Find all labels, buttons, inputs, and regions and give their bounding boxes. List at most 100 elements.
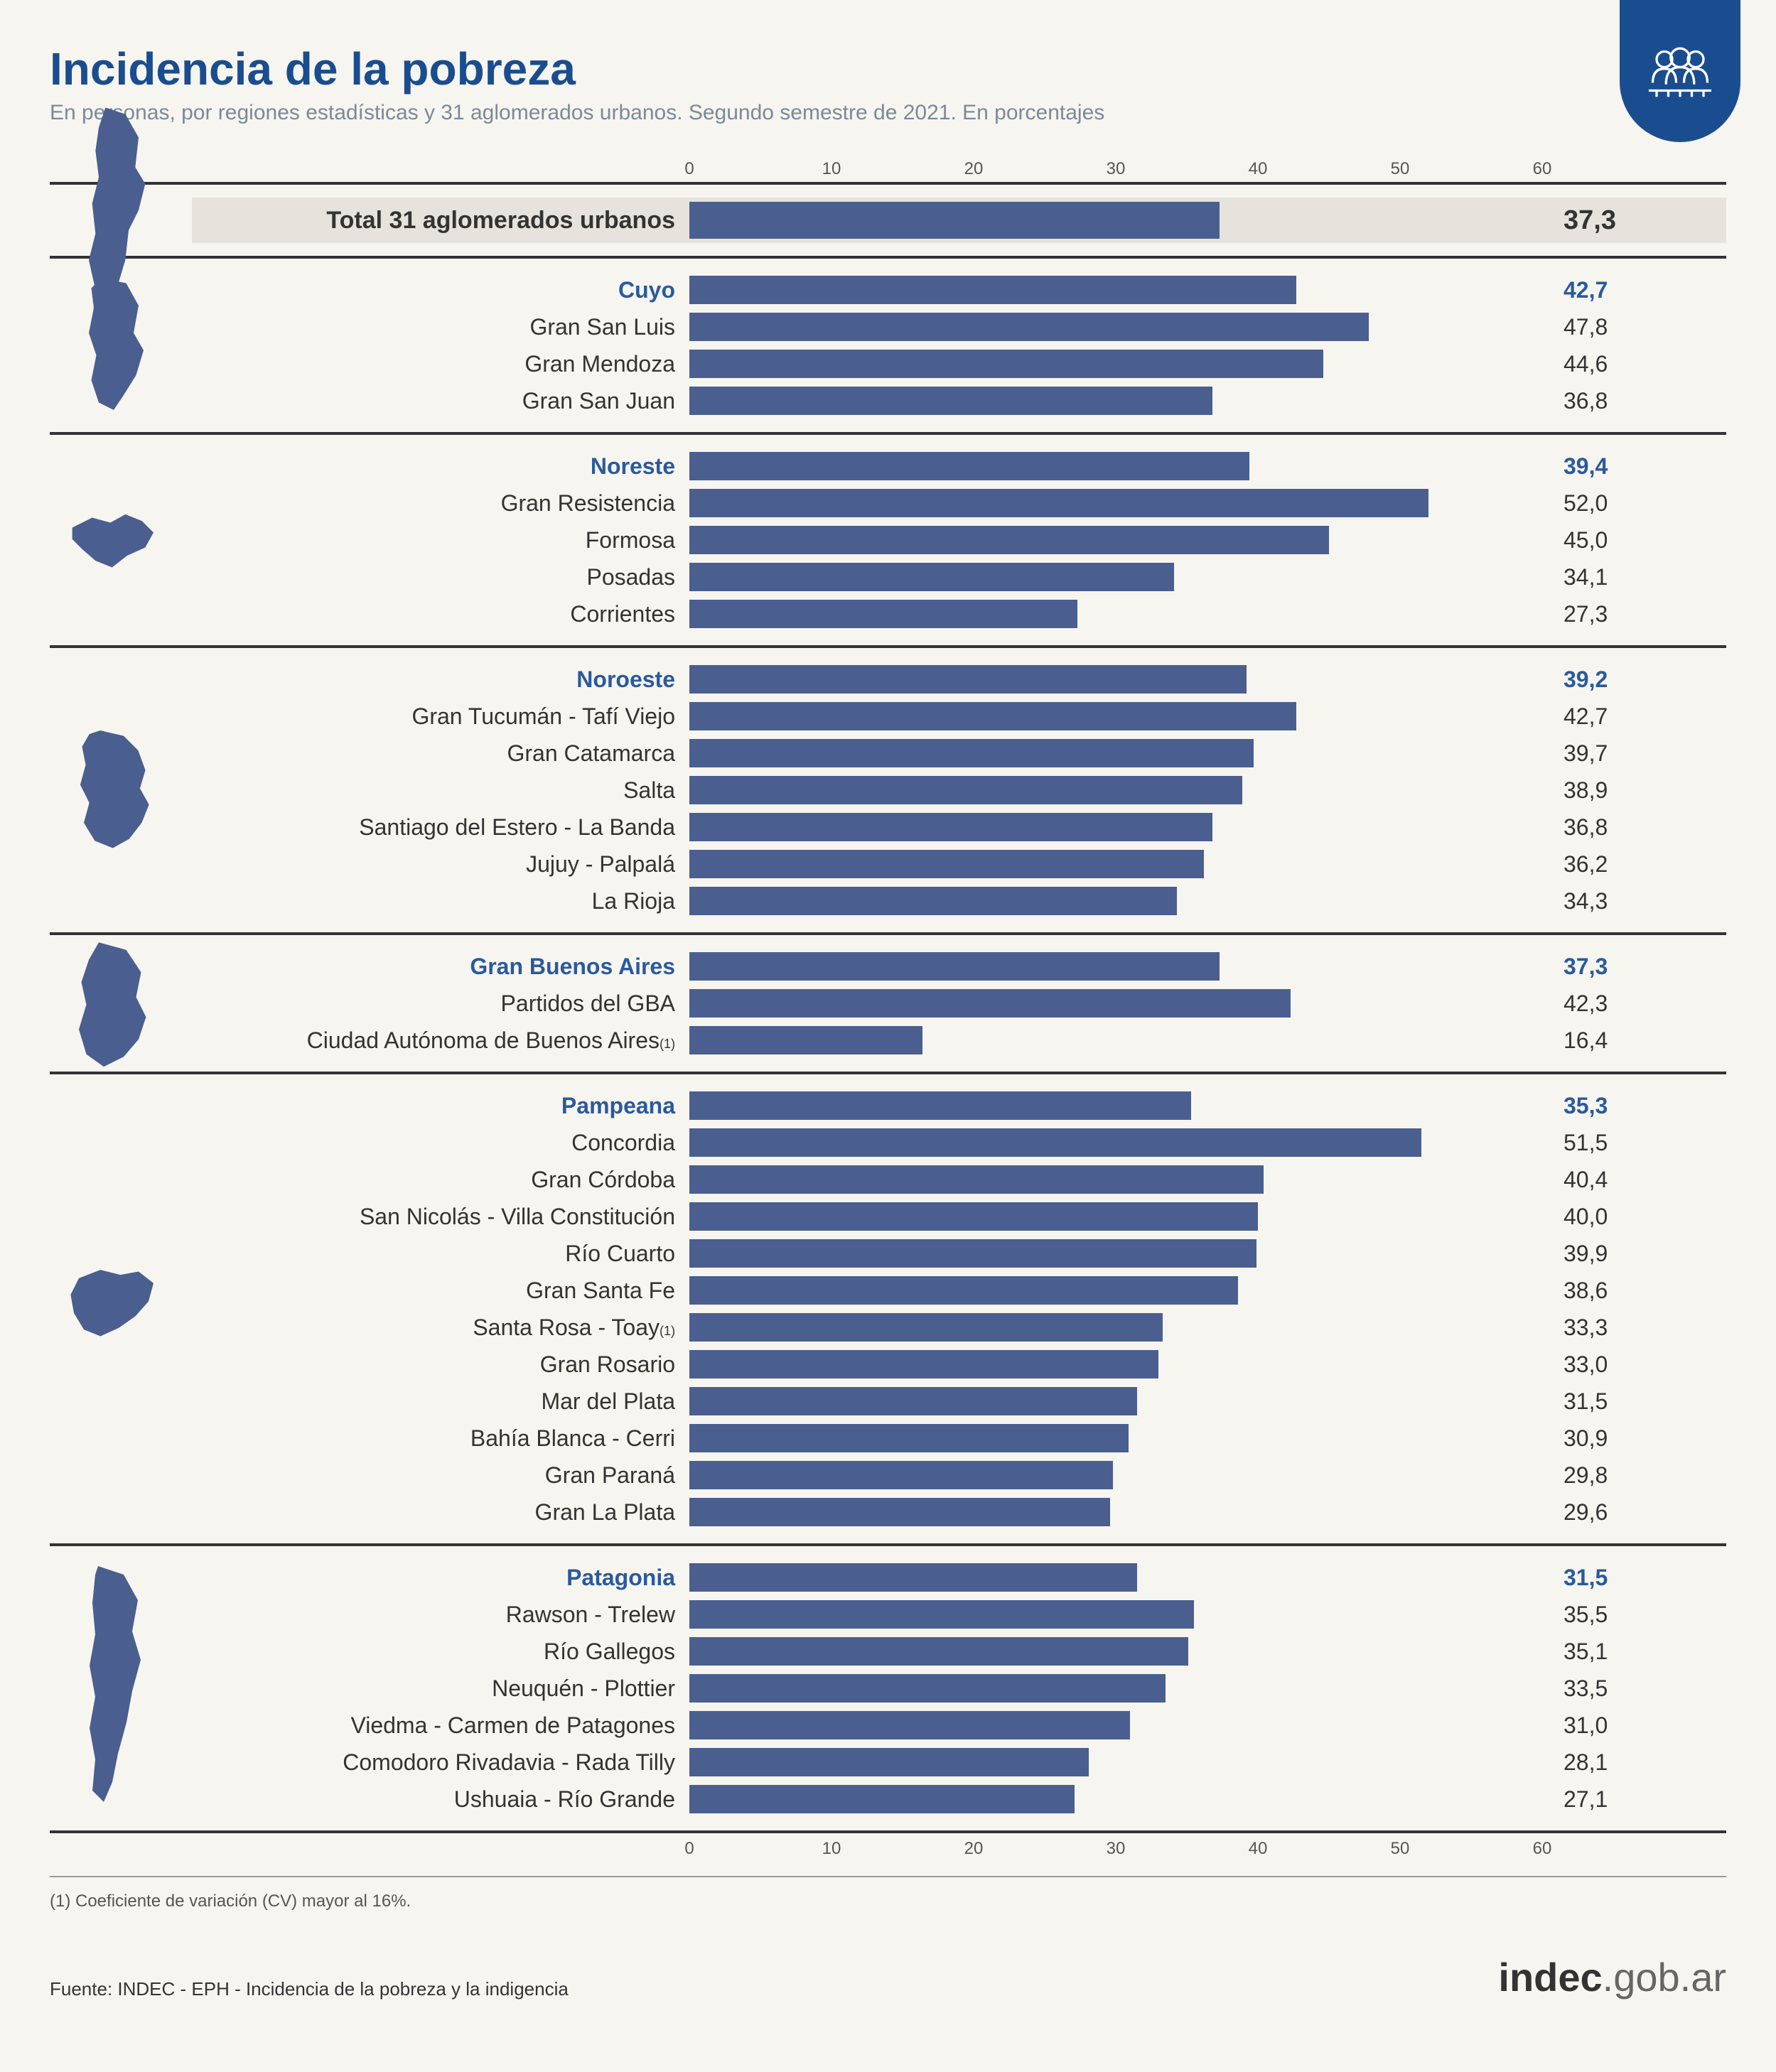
data-row: La Rioja 34,3 <box>192 883 1726 919</box>
data-row: Ciudad Autónoma de Buenos Aires(1)16,4 <box>192 1022 1726 1059</box>
row-value: 36,8 <box>1542 814 1670 841</box>
row-value: 44,6 <box>1542 351 1670 377</box>
data-row: San Nicolás - Villa Constitución 40,0 <box>192 1198 1726 1235</box>
data-row: Posadas34,1 <box>192 559 1726 595</box>
data-row: Gran Córdoba 40,4 <box>192 1161 1726 1198</box>
row-label: Comodoro Rivadavia - Rada Tilly <box>192 1749 689 1776</box>
map-region-icon <box>50 271 178 420</box>
region-row: Cuyo42,7 <box>192 271 1726 308</box>
data-row: Río Cuarto39,9 <box>192 1235 1726 1272</box>
row-label: Ushuaia - Río Grande <box>192 1786 689 1813</box>
page-title: Incidencia de la pobreza <box>50 43 1726 95</box>
data-row: Bahía Blanca - Cerri30,9 <box>192 1420 1726 1457</box>
row-bar <box>689 1239 1256 1268</box>
row-bar <box>689 1600 1194 1629</box>
row-bar <box>689 1350 1158 1378</box>
row-label: Santa Rosa - Toay(1) <box>192 1315 689 1341</box>
data-row: Ushuaia - Río Grande27,1 <box>192 1781 1726 1818</box>
row-label: San Nicolás - Villa Constitución <box>192 1204 689 1230</box>
group-noreste: Noreste39,4Gran Resistencia52,0Formosa45… <box>50 435 1726 648</box>
group-total: Total 31 aglomerados urbanos 37,3 <box>50 182 1726 259</box>
row-label: Corrientes <box>192 601 689 627</box>
row-label: Gran Rosario <box>192 1351 689 1378</box>
row-value: 40,4 <box>1542 1167 1670 1193</box>
data-row: Gran Paraná29,8 <box>192 1457 1726 1494</box>
row-value: 28,1 <box>1542 1749 1670 1776</box>
row-label: Mar del Plata <box>192 1388 689 1415</box>
row-value: 29,6 <box>1542 1499 1670 1526</box>
row-value: 34,3 <box>1542 888 1670 914</box>
row-label: La Rioja <box>192 888 689 914</box>
row-bar <box>689 1026 922 1054</box>
row-label: Santiago del Estero - La Banda <box>192 814 689 841</box>
data-row: Gran Santa Fe 38,6 <box>192 1272 1726 1309</box>
row-bar <box>689 850 1204 878</box>
data-row: Rawson - Trelew35,5 <box>192 1596 1726 1633</box>
logo-light: .gob.ar <box>1603 1955 1726 2000</box>
data-row: Gran Catamarca39,7 <box>192 735 1726 772</box>
row-label: Gran Santa Fe <box>192 1278 689 1304</box>
row-bar <box>689 887 1177 915</box>
row-value: 27,3 <box>1542 601 1670 627</box>
row-label: Gran Córdoba <box>192 1167 689 1193</box>
row-label: Partidos del GBA <box>192 991 689 1017</box>
row-bar <box>689 600 1077 628</box>
footnote: (1) Coeficiente de variación (CV) mayor … <box>50 1876 1726 1911</box>
row-bar <box>689 350 1323 378</box>
row-bar <box>689 1165 1264 1194</box>
row-label: Bahía Blanca - Cerri <box>192 1425 689 1452</box>
row-value: 42,3 <box>1542 991 1670 1017</box>
row-value: 42,7 <box>1542 703 1670 730</box>
row-bar <box>689 1202 1258 1231</box>
row-total: Total 31 aglomerados urbanos 37,3 <box>192 198 1726 243</box>
region-label: Pampeana <box>192 1093 689 1119</box>
row-value: 40,0 <box>1542 1204 1670 1230</box>
row-value: 34,1 <box>1542 564 1670 590</box>
data-row: Salta38,9 <box>192 772 1726 809</box>
row-bar <box>689 702 1296 730</box>
row-value: 38,6 <box>1542 1278 1670 1304</box>
row-label: Formosa <box>192 527 689 554</box>
row-label: Concordia <box>192 1130 689 1156</box>
chart: 0102030405060 Total 31 aglomerados urban… <box>50 153 1726 1862</box>
map-region-icon <box>50 503 178 578</box>
page-subtitle: En personas, por regiones estadísticas y… <box>50 101 1726 125</box>
row-value: 47,8 <box>1542 314 1670 340</box>
row-label: Río Gallegos <box>192 1639 689 1665</box>
data-row: Neuquén - Plottier33,5 <box>192 1670 1726 1707</box>
axis-top: 0102030405060 <box>192 153 1726 182</box>
row-value: 35,5 <box>1542 1602 1670 1628</box>
data-row: Concordia51,5 <box>192 1124 1726 1161</box>
data-row: Gran Resistencia52,0 <box>192 485 1726 522</box>
data-row: Gran La Plata29,6 <box>192 1494 1726 1531</box>
row-value: 29,8 <box>1542 1462 1670 1489</box>
row-value: 35,1 <box>1542 1639 1670 1665</box>
data-row: Corrientes 27,3 <box>192 595 1726 632</box>
data-row: Gran Mendoza44,6 <box>192 345 1726 382</box>
group-noroeste: Noroeste39,2Gran Tucumán - Tafí Viejo42,… <box>50 648 1726 935</box>
row-value: 36,2 <box>1542 851 1670 878</box>
row-label: Jujuy - Palpalá <box>192 851 689 878</box>
region-bar <box>689 1563 1137 1592</box>
row-bar <box>689 387 1212 415</box>
region-value: 31,5 <box>1542 1565 1670 1591</box>
row-bar <box>689 1128 1421 1157</box>
row-label: Viedma - Carmen de Patagones <box>192 1712 689 1739</box>
data-row: Viedma - Carmen de Patagones31,0 <box>192 1707 1726 1744</box>
row-value: 39,7 <box>1542 740 1670 767</box>
row-bar <box>689 1387 1137 1415</box>
badge-icon <box>1620 0 1740 142</box>
map-region-icon <box>50 1263 178 1354</box>
region-row: Noroeste39,2 <box>192 661 1726 698</box>
row-value: 39,9 <box>1542 1241 1670 1267</box>
row-bar <box>689 526 1329 554</box>
row-value: 45,0 <box>1542 527 1670 554</box>
region-row: Gran Buenos Aires37,3 <box>192 948 1726 985</box>
total-value: 37,3 <box>1542 205 1670 236</box>
data-row: Santiago del Estero - La Banda 36,8 <box>192 809 1726 846</box>
region-row: Pampeana35,3 <box>192 1087 1726 1124</box>
group-patagonia: Patagonia31,5Rawson - Trelew35,5Río Gall… <box>50 1546 1726 1833</box>
row-bar <box>689 1276 1238 1305</box>
row-bar <box>689 313 1369 341</box>
region-label: Cuyo <box>192 277 689 303</box>
